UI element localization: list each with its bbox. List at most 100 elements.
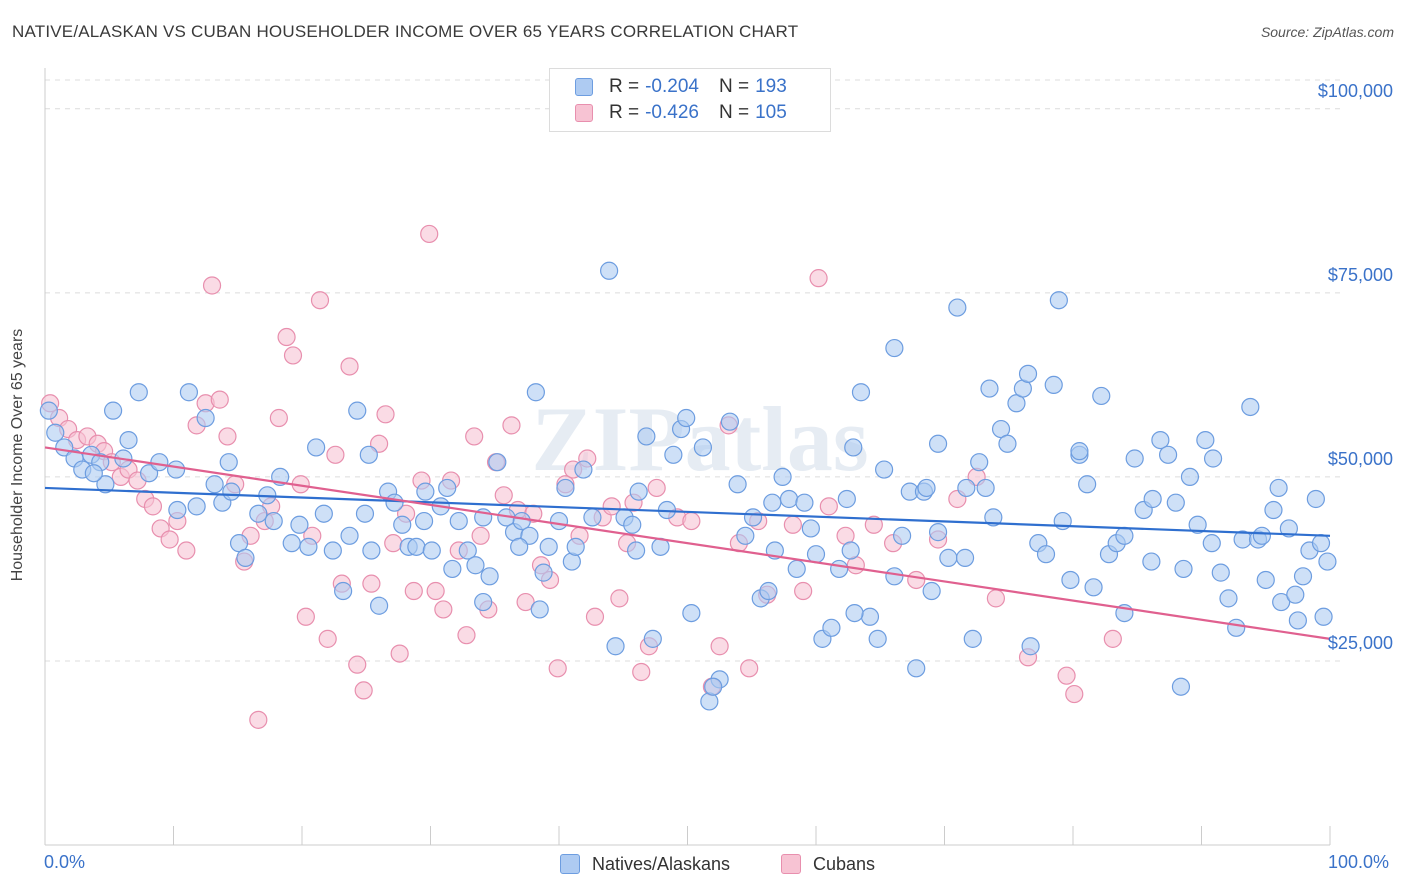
- natives-point: [488, 453, 507, 472]
- natives-point: [416, 482, 435, 501]
- cubans-point: [390, 644, 409, 663]
- natives-point: [574, 460, 593, 479]
- natives-point: [534, 563, 553, 582]
- natives-point: [359, 445, 378, 464]
- natives-point: [801, 519, 820, 538]
- cubans-point: [277, 327, 296, 347]
- natives-point: [664, 445, 683, 464]
- natives-point: [393, 515, 412, 534]
- natives-point: [1151, 430, 1170, 450]
- axis-layer: [44, 68, 1331, 846]
- cubans-point: [907, 570, 926, 590]
- cubans-point: [340, 357, 359, 376]
- x-tick-label-min: 0.0%: [44, 852, 86, 872]
- bottom-legend-label-cubans: Cubans: [813, 853, 876, 874]
- natives-point: [720, 412, 740, 431]
- natives-point: [480, 567, 499, 586]
- cubans-point: [160, 530, 179, 549]
- natives-point: [334, 581, 353, 601]
- natives-point: [1272, 592, 1291, 612]
- natives-point: [340, 526, 359, 545]
- correlation-legend: R = -0.204 N = 193 R = -0.426 N = 105: [549, 68, 831, 132]
- cubans-point: [516, 592, 535, 612]
- natives-point: [449, 511, 468, 531]
- natives-point: [1293, 567, 1313, 586]
- cubans-point: [819, 497, 838, 516]
- natives-point: [1036, 545, 1056, 564]
- legend-n-value-cubans: 105: [755, 102, 787, 123]
- natives-point: [1125, 449, 1144, 468]
- natives-point: [466, 556, 485, 575]
- legend-r-value-natives: -0.204: [645, 76, 699, 97]
- cubans-point: [318, 629, 337, 648]
- natives-point: [806, 545, 826, 564]
- natives-point: [1115, 526, 1134, 545]
- natives-point: [841, 541, 860, 560]
- natives-point: [907, 659, 926, 678]
- cubans-point: [269, 408, 288, 428]
- cubans-point: [420, 224, 439, 244]
- natives-point: [166, 460, 186, 479]
- natives-point: [1203, 449, 1223, 468]
- bottom-legend-cubans[interactable]: Cubans: [781, 852, 875, 876]
- natives-point: [1252, 526, 1271, 545]
- natives-point: [1143, 489, 1162, 509]
- natives-point: [1306, 489, 1325, 509]
- natives-point: [566, 537, 585, 556]
- natives-point: [917, 478, 936, 498]
- natives-point: [939, 548, 958, 567]
- y-tick-label: $100,000: [1318, 81, 1393, 101]
- natives-point: [407, 537, 426, 556]
- natives-point: [763, 493, 782, 512]
- cubans-point: [1103, 629, 1122, 648]
- cubans-point: [457, 626, 476, 645]
- natives-point: [1314, 607, 1333, 626]
- natives-point: [299, 537, 318, 556]
- cubans-point: [809, 269, 828, 288]
- natives-point: [998, 434, 1017, 453]
- natives-point: [1219, 589, 1238, 608]
- natives-point: [1264, 500, 1283, 520]
- natives-point: [677, 408, 696, 428]
- natives-point: [129, 383, 148, 402]
- natives-point: [264, 511, 283, 531]
- natives-point: [46, 423, 65, 442]
- natives-point: [1211, 563, 1230, 582]
- bottom-legend-natives[interactable]: Natives/Alaskans: [560, 852, 730, 876]
- natives-point: [844, 438, 863, 457]
- legend-swatch-natives: [575, 78, 593, 96]
- cubans-point: [376, 405, 395, 424]
- natives-point: [984, 508, 1003, 527]
- natives-point: [1044, 375, 1063, 394]
- natives-point: [1227, 618, 1246, 637]
- cubans-point: [354, 681, 373, 700]
- cubans-point: [1057, 666, 1076, 685]
- cubans-point: [218, 427, 237, 446]
- natives-point: [928, 523, 948, 542]
- natives-point: [1142, 552, 1161, 571]
- natives-point: [957, 478, 976, 498]
- natives-point: [530, 600, 549, 619]
- cubans-point: [647, 478, 666, 498]
- cubans-point: [632, 662, 651, 682]
- natives-point: [948, 298, 967, 317]
- natives-point: [96, 475, 115, 494]
- y-tick-label: $50,000: [1328, 449, 1393, 469]
- natives-point: [623, 515, 642, 534]
- natives-point: [1174, 559, 1193, 579]
- x-tick-label-max: 100.0%: [1328, 852, 1390, 872]
- natives-point: [773, 467, 792, 487]
- cubans-point: [986, 589, 1006, 608]
- natives-point: [830, 559, 849, 579]
- natives-point: [606, 637, 625, 656]
- natives-point: [1171, 677, 1191, 696]
- natives-point: [728, 475, 747, 494]
- natives-point: [1158, 445, 1178, 464]
- natives-point: [1061, 570, 1080, 590]
- natives-point: [704, 677, 723, 696]
- cubans-point: [682, 511, 701, 531]
- natives-point: [787, 559, 806, 579]
- natives-point: [583, 508, 602, 527]
- cubans-trend-line: [44, 446, 1331, 640]
- cubans-point: [1065, 684, 1084, 704]
